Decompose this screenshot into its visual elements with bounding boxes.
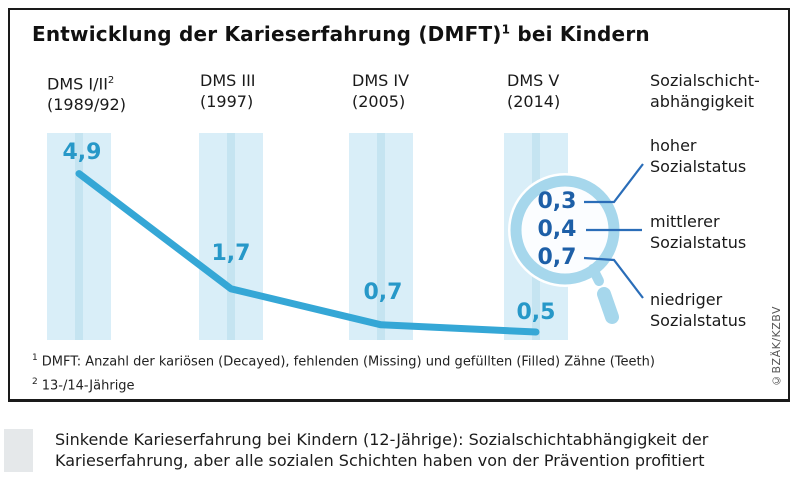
chart-title-text-2: bei Kindern [510,22,650,46]
label-line: Sozialstatus [650,157,747,176]
column-footnote-marker: 2 [107,75,115,86]
band-dms3 [199,133,263,340]
pointer-line-high [584,163,644,204]
band-stripe [227,133,235,340]
label-line: niedriger [650,290,723,309]
label-line: Sozialstatus [650,233,747,252]
label-low-status: niedriger Sozialstatus [650,289,746,331]
footnote-1: 1 DMFT: Anzahl der kariösen (Decayed), fe… [32,348,655,372]
band-stripe [377,133,385,340]
chart-title: Entwicklung der Karieserfahrung (DMFT)1 … [32,22,650,46]
chart-frame: Entwicklung der Karieserfahrung (DMFT)1 … [8,8,790,402]
pointer-lines [583,163,644,299]
footnote-text: 13-/14-Jährige [41,378,135,394]
value-label-dms4: 0,7 [363,280,403,305]
trend-line [75,170,540,336]
label-middle-status: mittlerer Sozialstatus [650,211,746,253]
magnifier-value-middle: 0,4 [537,217,577,242]
label-high-status: hoher Sozialstatus [650,135,746,177]
footnotes: 1 DMFT: Anzahl der kariösen (Decayed), fe… [32,348,655,397]
caption-text: Sinkende Karieserfahrung bei Kindern (12… [55,430,709,470]
chart-title-footnote-marker: 1 [501,22,511,37]
legend-header: Sozialschicht- abhängigkeit [650,70,760,112]
value-label-dms1: 4,9 [62,140,102,165]
chart-title-text: Entwicklung der Karieserfahrung (DMFT) [32,22,502,46]
pointer-line-low [583,256,644,299]
legend-header-line2: abhängigkeit [650,92,755,111]
copyright-credit: ©BZÄK/KZBV [770,305,783,387]
column-year: (1997) [200,92,254,111]
column-name: DMS I/II [47,74,108,94]
band-dms4 [349,133,413,340]
caption-bullet-square [4,429,33,472]
column-header-dms5: DMS V (2014) [507,70,560,112]
legend-header-line1: Sozialschicht- [650,71,760,90]
value-label-dms5: 0,5 [516,300,556,325]
value-label-dms3: 1,7 [211,241,251,266]
footnote-marker: 2 [32,377,38,388]
band-dms1 [47,133,111,340]
column-header-dms4: DMS IV (2005) [352,70,409,112]
band-stripe [75,133,83,340]
column-name: DMS V [507,71,560,90]
label-line: Sozialstatus [650,311,747,330]
column-header-dms3: DMS III (1997) [200,70,256,112]
magnifier-value-high: 0,3 [537,189,577,214]
footnote-marker: 1 [32,353,38,363]
column-name: DMS III [200,71,256,90]
column-year: (2005) [352,92,406,111]
chart-canvas [75,163,644,336]
footnote-2: 2 13-/14-Jährige [32,372,655,396]
column-name: DMS IV [352,71,410,90]
column-year: (1989/92) [47,95,126,115]
magnifier-value-low: 0,7 [537,245,577,270]
column-header-dms1: DMS I/II2 (1989/92) [47,70,126,115]
label-line: mittlerer [650,212,720,231]
column-year: (2014) [507,92,561,111]
footnote-text: DMFT: Anzahl der kariösen (Decayed), feh… [41,354,655,370]
label-line: hoher [650,136,697,155]
